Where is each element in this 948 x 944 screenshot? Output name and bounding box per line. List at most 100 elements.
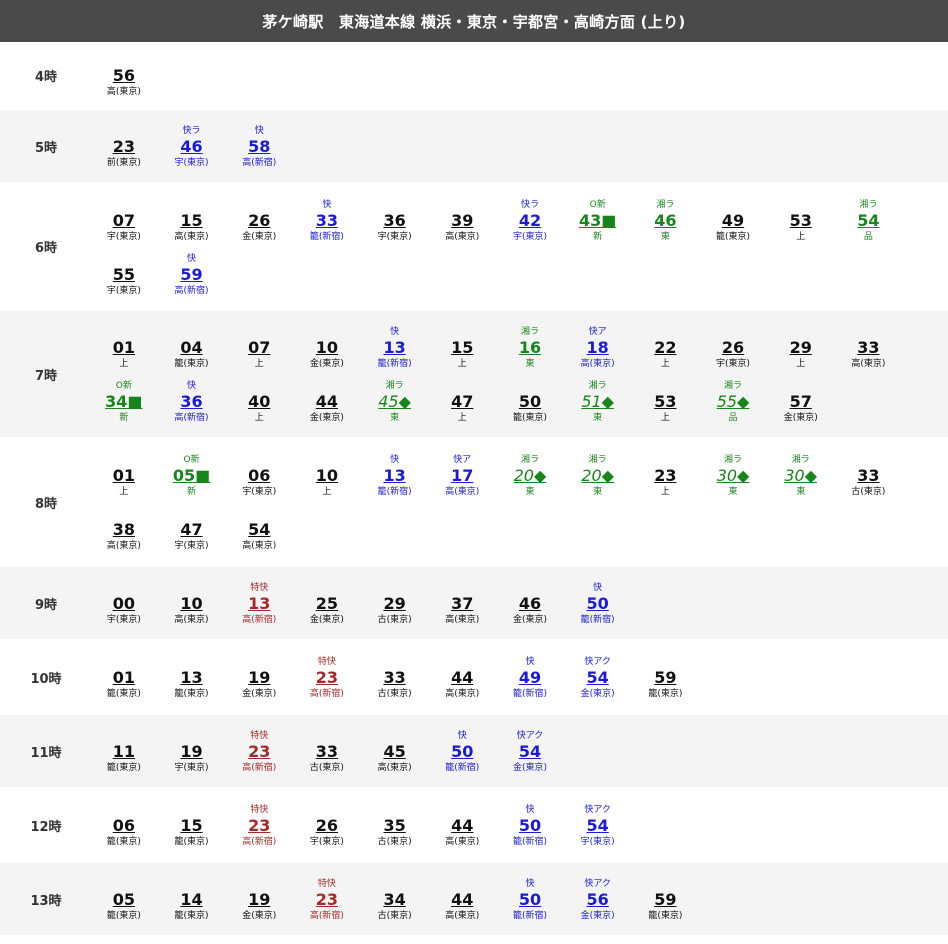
departure-minute-link[interactable]: 33 <box>383 668 406 687</box>
departure-minute-link[interactable]: 29 <box>383 594 406 613</box>
departure-minute-link[interactable]: 42 <box>518 210 542 230</box>
departure-minute-link[interactable]: 15 <box>180 816 203 835</box>
departure-minute-link[interactable]: 50 <box>518 816 542 835</box>
departure-minute-link[interactable]: 54 <box>857 210 880 230</box>
train-type: 快アク <box>516 731 544 741</box>
departure-minute-link[interactable]: 07 <box>112 210 135 230</box>
departure-minute-link[interactable]: 55◆ <box>716 392 750 411</box>
departure-minute-link[interactable]: 44 <box>315 392 339 411</box>
departure-minute-link[interactable]: 49 <box>518 668 542 687</box>
departure-minute-link[interactable]: 23 <box>248 816 271 835</box>
departure-minute-link[interactable]: 13 <box>180 668 203 687</box>
departure-minute-link[interactable]: 55 <box>112 264 135 284</box>
departure-minute-link[interactable]: 50 <box>518 890 542 909</box>
departure-minute-link[interactable]: 14 <box>180 890 203 909</box>
departure-minute-link[interactable]: 44 <box>451 816 474 835</box>
departure-minute-link[interactable]: 01 <box>112 338 135 357</box>
departure-minute-link[interactable]: 56 <box>586 890 609 909</box>
departure-minute-link[interactable]: 43■ <box>578 210 617 230</box>
departure-minute-link[interactable]: 51◆ <box>581 392 614 411</box>
departure-minute-link[interactable]: 35 <box>383 816 406 835</box>
departure-minute-link[interactable]: 44 <box>451 668 474 687</box>
departure-minute-link[interactable]: 49 <box>721 210 745 230</box>
departure-minute-link[interactable]: 36 <box>180 392 203 411</box>
departure-minute-link[interactable]: 18 <box>586 338 609 357</box>
departure-minute-link[interactable]: 26 <box>315 816 339 835</box>
departure-minute-link[interactable]: 10 <box>315 466 339 485</box>
departure-minute-link[interactable]: 59 <box>180 264 203 284</box>
departure-minute-link[interactable]: 06 <box>112 816 135 835</box>
departure-minute-link[interactable]: 07 <box>248 338 271 357</box>
departure-minute-link[interactable]: 11 <box>112 742 135 761</box>
departure-minute-link[interactable]: 19 <box>248 668 271 687</box>
departure-minute-link[interactable]: 19 <box>248 890 271 909</box>
departure-minute-link[interactable]: 38 <box>112 520 135 539</box>
departure-minute-link[interactable]: 13 <box>383 466 406 485</box>
departure-minute-link[interactable]: 57 <box>789 392 812 411</box>
departure-minute-link[interactable]: 05■ <box>172 466 211 485</box>
departure-minute-link[interactable]: 36 <box>383 210 406 230</box>
train-type: 湘ラ <box>859 199 878 210</box>
departure-minute-link[interactable]: 45◆ <box>378 392 411 411</box>
departure-minute-link[interactable]: 19 <box>180 742 203 761</box>
departure-minute-link[interactable]: 26 <box>248 210 271 230</box>
departure-minute-link[interactable]: 47 <box>180 520 203 539</box>
departure-minute-link[interactable]: 10 <box>180 594 203 613</box>
departure-minute-link[interactable]: 47 <box>451 392 474 411</box>
departure-minute-link[interactable]: 50 <box>586 594 609 613</box>
departure-minute-link[interactable]: 25 <box>315 594 339 613</box>
departure-minute-link[interactable]: 13 <box>248 594 271 613</box>
departure-minute-link[interactable]: 50 <box>451 742 474 761</box>
departure-minute-link[interactable]: 06 <box>248 466 271 485</box>
departure-minute-link[interactable]: 59 <box>654 668 677 687</box>
departure-minute-link[interactable]: 53 <box>654 392 677 411</box>
departure-minute-link[interactable]: 30◆ <box>716 466 750 485</box>
departure-minute-link[interactable]: 22 <box>654 338 677 357</box>
departure-minute-link[interactable]: 34■ <box>105 392 143 411</box>
departure-minute-link[interactable]: 40 <box>248 392 271 411</box>
departure-minute-link[interactable]: 54 <box>248 520 271 539</box>
departure-minute-link[interactable]: 29 <box>789 338 812 357</box>
departure-minute-link[interactable]: 44 <box>451 890 474 909</box>
departure-minute-link[interactable]: 56 <box>112 66 135 85</box>
departure-minute-link[interactable]: 53 <box>789 210 812 230</box>
departure-minute-link[interactable]: 15 <box>180 210 203 230</box>
departure-minute-link[interactable]: 46 <box>518 594 542 613</box>
departure-minute-link[interactable]: 33 <box>857 466 880 485</box>
departure-minute-link[interactable]: 45 <box>383 742 406 761</box>
departure-minute-link[interactable]: 17 <box>451 466 474 485</box>
departure-minute-link[interactable]: 13 <box>383 338 406 357</box>
departure-minute-link[interactable]: 15 <box>451 338 474 357</box>
departure-minute-link[interactable]: 37 <box>451 594 474 613</box>
departure-minute-link[interactable]: 23 <box>315 890 339 909</box>
departure-minute-link[interactable]: 23 <box>112 137 135 156</box>
departure-minute-link[interactable]: 01 <box>112 466 135 485</box>
departure-minute-link[interactable]: 10 <box>315 338 339 357</box>
departure-minute-link[interactable]: 16 <box>518 338 542 357</box>
departure-minute-link[interactable]: 33 <box>315 742 339 761</box>
departure-minute-link[interactable]: 46 <box>180 137 203 156</box>
departure-minute-link[interactable]: 05 <box>112 890 135 909</box>
departure-minute-link[interactable]: 33 <box>315 210 339 230</box>
departure-minute-link[interactable]: 54 <box>586 816 609 835</box>
departure-minute-link[interactable]: 20◆ <box>513 466 547 485</box>
departure-minute-link[interactable]: 39 <box>451 210 474 230</box>
departure-minute-link[interactable]: 04 <box>180 338 203 357</box>
train-destination: 金(東京) <box>512 615 547 625</box>
departure-minute-link[interactable]: 59 <box>654 890 677 909</box>
departure-minute-link[interactable]: 50 <box>518 392 542 411</box>
departure-minute-link[interactable]: 23 <box>315 668 339 687</box>
departure-minute-link[interactable]: 23 <box>248 742 271 761</box>
departure-minute-link[interactable]: 30◆ <box>784 466 818 485</box>
departure-minute-link[interactable]: 54 <box>518 742 542 761</box>
departure-minute-link[interactable]: 46 <box>654 210 677 230</box>
departure-minute-link[interactable]: 00 <box>112 594 135 613</box>
departure-minute-link[interactable]: 20◆ <box>581 466 614 485</box>
departure-minute-link[interactable]: 26 <box>721 338 745 357</box>
departure-minute-link[interactable]: 23 <box>654 466 677 485</box>
departure-minute-link[interactable]: 33 <box>857 338 880 357</box>
departure-minute-link[interactable]: 58 <box>248 137 271 156</box>
departure-minute-link[interactable]: 34 <box>383 890 406 909</box>
departure-minute-link[interactable]: 01 <box>112 668 135 687</box>
departure-minute-link[interactable]: 54 <box>586 668 609 687</box>
